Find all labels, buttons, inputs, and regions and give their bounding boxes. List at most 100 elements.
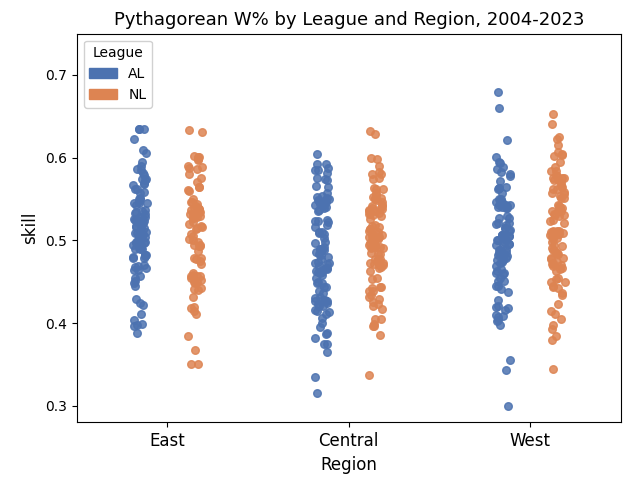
Point <box>311 275 321 282</box>
Point <box>317 279 327 287</box>
Point <box>313 278 323 286</box>
Point <box>131 185 141 192</box>
Point <box>368 302 378 310</box>
Point <box>139 180 149 188</box>
Point <box>141 228 151 236</box>
Point <box>378 259 388 267</box>
Point <box>140 176 150 184</box>
Point <box>495 159 505 167</box>
Point <box>321 348 332 356</box>
Point <box>320 298 330 305</box>
Point <box>550 211 561 219</box>
Point <box>129 323 140 330</box>
Point <box>139 171 149 179</box>
Point <box>188 152 198 160</box>
Point <box>365 225 375 233</box>
Point <box>316 297 326 305</box>
Point <box>130 282 140 289</box>
Point <box>373 250 383 258</box>
Point <box>364 207 374 215</box>
Point <box>374 295 384 303</box>
Point <box>128 241 138 249</box>
Point <box>314 302 324 310</box>
Point <box>378 185 388 193</box>
Point <box>185 210 195 217</box>
Point <box>499 238 509 246</box>
Point <box>545 254 556 262</box>
Point <box>195 272 205 279</box>
Point <box>193 156 204 163</box>
Point <box>367 202 377 209</box>
Point <box>547 120 557 128</box>
Point <box>503 402 513 410</box>
Point <box>310 297 320 305</box>
Point <box>370 255 380 263</box>
Point <box>193 287 203 294</box>
Point <box>375 251 385 258</box>
Point <box>496 248 506 256</box>
Point <box>312 160 323 168</box>
Point <box>317 268 327 276</box>
Point <box>310 334 321 342</box>
Point <box>322 340 332 348</box>
Point <box>323 218 333 226</box>
Point <box>314 197 324 205</box>
Point <box>504 232 514 240</box>
Point <box>317 289 328 297</box>
Point <box>140 264 150 272</box>
Point <box>184 164 195 171</box>
Point <box>134 197 145 205</box>
Point <box>374 168 384 176</box>
Point <box>313 207 323 215</box>
Point <box>552 249 562 256</box>
Point <box>129 215 139 222</box>
Point <box>559 278 570 286</box>
Point <box>195 208 205 216</box>
Point <box>311 267 321 275</box>
Point <box>135 213 145 221</box>
Point <box>500 224 510 232</box>
Point <box>367 236 377 243</box>
Point <box>196 276 206 284</box>
Point <box>377 205 387 213</box>
Point <box>378 261 388 269</box>
Point <box>364 288 374 295</box>
Point <box>548 241 559 249</box>
Point <box>375 255 385 263</box>
Point <box>316 255 326 263</box>
Point <box>134 244 145 252</box>
Point <box>497 255 508 263</box>
Title: Pythagorean W% by League and Region, 2004-2023: Pythagorean W% by League and Region, 200… <box>113 11 584 29</box>
Point <box>558 228 568 236</box>
Point <box>505 226 515 233</box>
Point <box>497 163 508 170</box>
Point <box>557 204 567 212</box>
Point <box>142 199 152 207</box>
Point <box>551 167 561 175</box>
Point <box>546 255 556 263</box>
Point <box>314 229 324 237</box>
Point <box>548 260 559 267</box>
Point <box>194 207 204 215</box>
Point <box>375 283 385 290</box>
Point <box>491 153 501 161</box>
Point <box>133 266 143 274</box>
Point <box>188 269 198 277</box>
Point <box>553 228 563 236</box>
Point <box>193 360 204 368</box>
Point <box>371 191 381 199</box>
Point <box>319 230 329 238</box>
Point <box>555 265 565 273</box>
Point <box>321 300 332 307</box>
Point <box>192 165 202 173</box>
Point <box>556 207 566 215</box>
Point <box>320 238 330 246</box>
Point <box>134 245 145 253</box>
Point <box>554 158 564 166</box>
Point <box>545 231 556 239</box>
Point <box>548 233 558 240</box>
Point <box>551 332 561 340</box>
Point <box>554 212 564 219</box>
Point <box>314 228 324 236</box>
Point <box>369 322 379 330</box>
